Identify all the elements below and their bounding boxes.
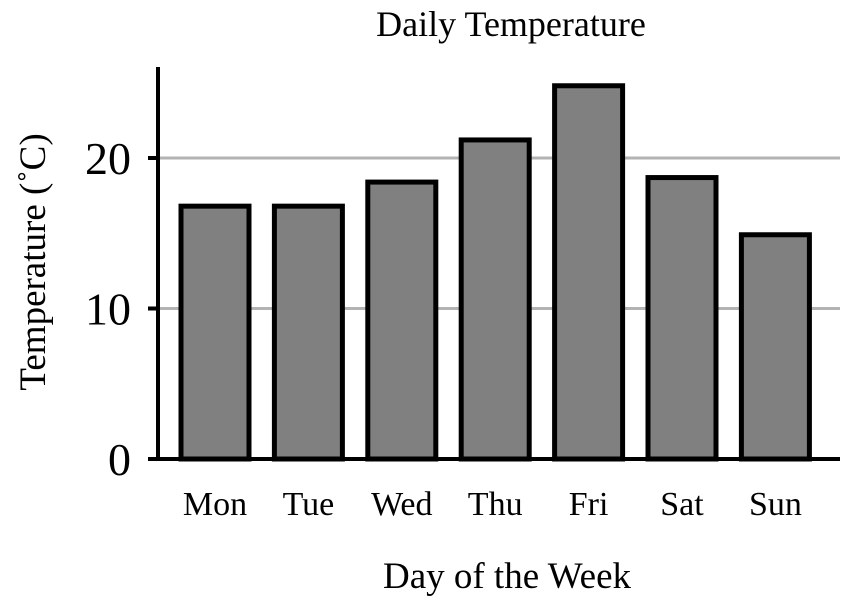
y-tick-label-20: 20: [85, 133, 131, 184]
bar-tue: [271, 203, 345, 462]
x-tick-label-sun: Sun: [749, 486, 802, 523]
x-axis-title: Day of the Week: [383, 556, 632, 597]
bar-wed: [365, 179, 439, 462]
y-tick-label-10: 10: [85, 284, 131, 335]
bars: [178, 83, 812, 462]
axes: [156, 67, 840, 461]
bar-fri: [552, 83, 626, 462]
x-tick-label-thu: Thu: [468, 486, 523, 523]
x-tick-label-wed: Wed: [371, 486, 432, 523]
x-tick-label-fri: Fri: [569, 486, 609, 523]
y-tick-label-0: 0: [108, 434, 131, 485]
x-tick-label-mon: Mon: [183, 486, 247, 523]
x-tick-label-tue: Tue: [283, 486, 335, 523]
chart-title: Daily Temperature: [376, 4, 646, 44]
bar-sun: [738, 232, 812, 462]
y-axis-title: Temperature (˚C): [13, 133, 54, 390]
x-tick-label-sat: Sat: [660, 486, 704, 523]
y-axis-ticks: 0 10 20: [85, 133, 158, 485]
bar-mon: [178, 203, 252, 462]
bar-sat: [645, 175, 719, 462]
bar-thu: [458, 137, 532, 462]
x-axis-ticks: Mon Tue Wed Thu Fri Sat Sun: [183, 486, 802, 523]
